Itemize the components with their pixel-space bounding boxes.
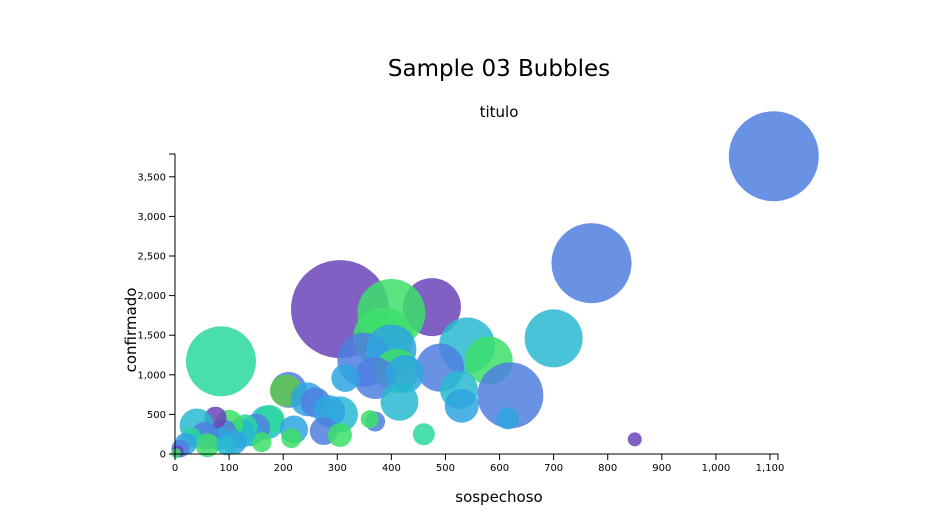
x-tick-label: 1,100 [756, 463, 785, 474]
x-tick: 600 [490, 454, 509, 474]
x-tick-label: 600 [490, 463, 509, 474]
bubble-point[interactable] [627, 432, 642, 447]
bubble-point[interactable] [171, 448, 182, 459]
bubble-point[interactable] [360, 410, 379, 429]
x-tick-label: 500 [436, 463, 455, 474]
x-tick-label: 0 [172, 463, 178, 474]
x-axis-label: sospechoso [455, 488, 543, 506]
x-tick: 500 [436, 454, 455, 474]
y-tick-label: 3,000 [137, 212, 166, 223]
x-axis-line [174, 453, 779, 460]
y-tick: 2,500 [137, 252, 175, 263]
bubble-point[interactable] [281, 428, 302, 449]
bubble-point[interactable] [185, 326, 256, 397]
x-axis: 0 100 200 300 400 500 600 700 800 900 1,000 1,100 [172, 453, 785, 474]
x-tick: 400 [382, 454, 401, 474]
y-tick: 3,500 [137, 172, 175, 183]
x-tick: 1,000 [702, 454, 731, 474]
bubble-point[interactable] [728, 111, 819, 202]
x-tick-label: 200 [274, 463, 293, 474]
bubble-point[interactable] [477, 362, 544, 429]
bubble-point[interactable] [444, 388, 479, 423]
x-tick: 100 [220, 454, 239, 474]
y-tick-label: 1,000 [137, 370, 166, 381]
chart-subtitle: titulo [479, 103, 519, 121]
x-tick: 800 [598, 454, 617, 474]
x-tick: 0 [172, 454, 178, 474]
y-tick: 500 [147, 410, 175, 421]
x-tick-label: 300 [328, 463, 347, 474]
y-tick: 0 [160, 450, 175, 461]
bubble-point[interactable] [327, 422, 352, 447]
y-tick: 2,000 [137, 291, 175, 302]
bubble-point[interactable] [496, 407, 519, 430]
y-tick: 1,500 [137, 331, 175, 342]
x-tick-label: 1,000 [702, 463, 731, 474]
y-tick-label: 1,500 [137, 331, 166, 342]
bubble-point[interactable] [354, 356, 397, 399]
y-tick-label: 2,000 [137, 291, 166, 302]
x-tick: 300 [328, 454, 347, 474]
y-axis-line [169, 153, 176, 455]
x-tick-label: 900 [652, 463, 671, 474]
bubble-layer [171, 111, 819, 459]
y-tick-label: 3,500 [137, 172, 166, 183]
bubble-point[interactable] [331, 363, 360, 392]
x-tick-label: 800 [598, 463, 617, 474]
y-tick-label: 2,500 [137, 252, 166, 263]
x-tick-label: 400 [382, 463, 401, 474]
x-tick: 1,100 [756, 454, 785, 474]
x-tick-label: 100 [220, 463, 239, 474]
bubble-point[interactable] [412, 423, 435, 446]
y-tick: 1,000 [137, 370, 175, 381]
y-tick-label: 0 [160, 450, 166, 461]
x-tick: 700 [544, 454, 563, 474]
x-tick-label: 700 [544, 463, 563, 474]
bubble-point[interactable] [380, 382, 419, 421]
x-tick: 200 [274, 454, 293, 474]
bubble-point[interactable] [524, 309, 583, 368]
bubble-point[interactable] [551, 223, 632, 304]
bubble-point[interactable] [216, 435, 237, 456]
chart-title: Sample 03 Bubbles [387, 56, 611, 82]
x-tick: 900 [652, 454, 671, 474]
bubble-point[interactable] [251, 432, 272, 453]
y-tick-label: 500 [147, 410, 166, 421]
y-tick: 3,000 [137, 212, 175, 223]
y-axis: 0 500 1,000 1,500 2,000 2,500 3,000 3,500 [137, 153, 176, 461]
bubble-point[interactable] [195, 433, 220, 458]
